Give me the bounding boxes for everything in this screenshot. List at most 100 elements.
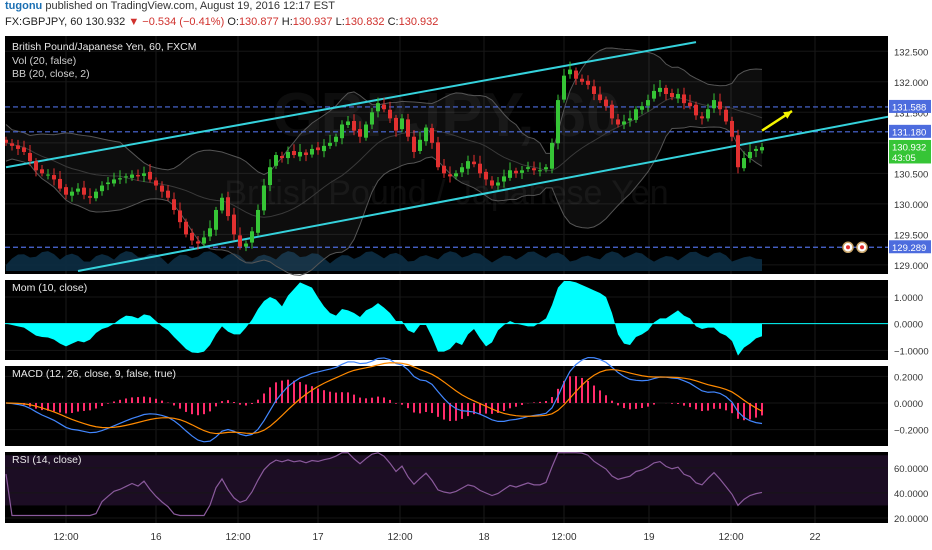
candle-body <box>184 221 188 235</box>
candle-body <box>376 103 380 112</box>
x-tick-label: 17 <box>312 532 324 543</box>
price-label: 129.289 <box>892 243 926 254</box>
candle-body <box>304 152 308 156</box>
trend-arrow-head <box>783 111 792 119</box>
candle-body <box>394 117 398 131</box>
candle-body <box>640 106 644 110</box>
candle-body <box>382 104 386 110</box>
candle-body <box>178 210 182 223</box>
close-value: 130.932 <box>398 16 439 28</box>
rsi-title: RSI (14, close) <box>12 454 81 466</box>
candle-body <box>568 69 572 75</box>
candle-body <box>400 118 404 130</box>
candle-body <box>526 167 530 169</box>
candle-body <box>322 145 326 152</box>
candle-body <box>706 109 710 119</box>
candle-body <box>100 185 104 192</box>
price-label: 131.588 <box>892 102 926 113</box>
high-value: 130.937 <box>292 16 333 28</box>
candle-body <box>664 87 668 94</box>
indicator-legend: BB (20, close, 2) <box>12 68 90 80</box>
rsi-pane: 60.0000 40.0000 20.0000 RSI (14, close) <box>5 452 928 525</box>
momentum-area <box>6 281 762 356</box>
candle-body <box>544 167 548 170</box>
candle-body <box>22 147 26 152</box>
candle-body <box>586 80 590 85</box>
author-link[interactable]: tugonu <box>5 0 43 12</box>
candle-body <box>286 151 290 159</box>
rsi-line <box>5 452 763 517</box>
macd-tick-label: 0.0000 <box>894 399 923 410</box>
low-label: L: <box>335 16 345 28</box>
candle-body <box>718 101 722 110</box>
x-tick-label: 12:00 <box>718 532 743 543</box>
candle-body <box>484 171 488 180</box>
candle-body <box>538 170 542 172</box>
candles <box>5 61 764 252</box>
x-tick-label: 19 <box>643 532 655 543</box>
candle-body <box>562 75 566 100</box>
candle-body <box>16 145 20 149</box>
candle-body <box>478 163 482 174</box>
candle-body <box>10 143 14 146</box>
candle-body <box>388 109 392 119</box>
panel-separator <box>5 446 888 452</box>
candle-body <box>52 175 56 180</box>
candle-body <box>358 129 362 137</box>
rsi-tick-label: 40.0000 <box>894 489 928 500</box>
channel-lower-line[interactable] <box>77 111 918 272</box>
candle-body <box>490 180 494 186</box>
candle-body <box>220 197 224 211</box>
change-arrow: ▼ <box>128 16 140 28</box>
x-tick-label: 12:00 <box>551 532 576 543</box>
y-tick-label: 129.500 <box>894 230 928 241</box>
candle-body <box>592 86 596 94</box>
candle-body <box>418 139 422 151</box>
channel-upper-line[interactable] <box>5 41 697 169</box>
x-tick-label: 12:00 <box>225 532 250 543</box>
candle-body <box>550 142 554 169</box>
candle-body <box>208 228 212 237</box>
high-label: H: <box>281 16 293 28</box>
y-tick-label: 130.500 <box>894 169 928 180</box>
candle-body <box>622 121 626 125</box>
candle-body <box>754 148 758 151</box>
candle-body <box>76 188 80 192</box>
candle-body <box>682 94 686 104</box>
candle-body <box>424 127 428 142</box>
mom-tick-label: −1.0000 <box>894 346 929 357</box>
candle-body <box>82 187 86 195</box>
mom-tick-label: 1.0000 <box>894 293 923 304</box>
x-tick-label: 16 <box>150 532 162 543</box>
price-label-box <box>889 99 931 113</box>
candle-body <box>406 119 410 137</box>
price-label: 131.180 <box>892 127 926 138</box>
candle-body <box>730 120 734 137</box>
candle-body <box>274 155 278 166</box>
rsi-band <box>5 455 888 506</box>
candle-body <box>334 136 338 142</box>
candle-body <box>346 121 350 125</box>
price-label: 130.932 <box>892 142 926 153</box>
y-tick-label: 131.500 <box>894 108 928 119</box>
x-tick-label: 12:00 <box>53 532 78 543</box>
candle-body <box>292 150 296 156</box>
price-label-box <box>889 240 931 254</box>
candle-body <box>118 178 122 180</box>
candle-body <box>694 104 698 116</box>
last-price: 130.932 <box>85 16 126 28</box>
candle-body <box>514 170 518 174</box>
candle-body <box>64 187 68 195</box>
publish-header: tugonu published on TradingView.com, Aug… <box>0 0 932 16</box>
publish-info: published on TradingView.com, August 19,… <box>45 0 335 12</box>
macd-line <box>5 356 763 443</box>
candle-body <box>5 139 8 143</box>
candle-body <box>238 235 242 247</box>
candle-body <box>604 99 608 107</box>
chart-canvas[interactable]: 12:00 16 12:00 17 12:00 18 12:00 19 12:00 22 129.0… <box>0 32 932 550</box>
panel-separator <box>5 274 888 280</box>
candle-body <box>106 182 110 185</box>
y-tick-label: 129.000 <box>894 261 928 272</box>
rsi-tick-label: 20.0000 <box>894 514 928 525</box>
candle-body <box>412 136 416 152</box>
